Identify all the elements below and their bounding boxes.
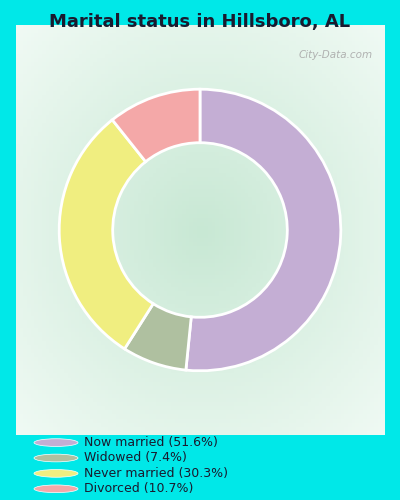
Text: City-Data.com: City-Data.com xyxy=(299,50,373,59)
Wedge shape xyxy=(59,120,153,349)
Circle shape xyxy=(34,454,78,462)
Wedge shape xyxy=(124,304,191,370)
Wedge shape xyxy=(112,89,200,162)
Circle shape xyxy=(34,470,78,477)
Text: Marital status in Hillsboro, AL: Marital status in Hillsboro, AL xyxy=(50,12,350,30)
Text: Now married (51.6%): Now married (51.6%) xyxy=(84,436,218,449)
Text: Divorced (10.7%): Divorced (10.7%) xyxy=(84,482,193,496)
Circle shape xyxy=(34,439,78,446)
Wedge shape xyxy=(186,89,341,371)
Circle shape xyxy=(34,485,78,492)
Text: Widowed (7.4%): Widowed (7.4%) xyxy=(84,452,187,464)
Text: Never married (30.3%): Never married (30.3%) xyxy=(84,467,228,480)
